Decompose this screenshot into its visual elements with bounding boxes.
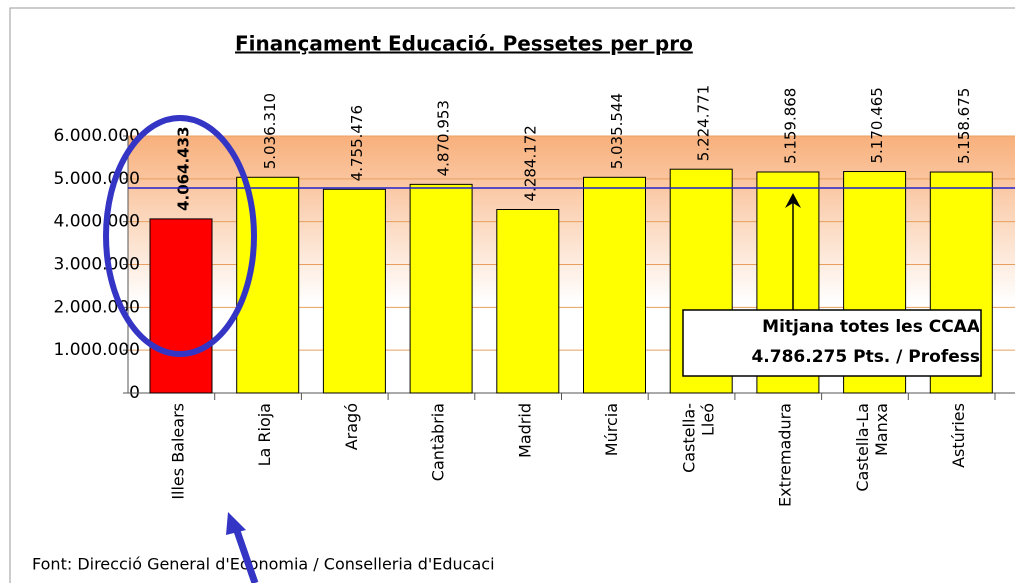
value-label: 5.158.675 bbox=[955, 88, 973, 164]
y-tick-label: 6.000.000 bbox=[53, 126, 140, 146]
value-label: 5.035.544 bbox=[608, 93, 626, 169]
value-label: 5.036.310 bbox=[261, 93, 279, 169]
x-tick-label: Illes Balears bbox=[169, 403, 188, 500]
y-tick-label: 1.000.000 bbox=[53, 340, 140, 360]
bar bbox=[149, 218, 213, 394]
highlight-arrow-head bbox=[226, 512, 246, 535]
annotation-box bbox=[682, 309, 982, 377]
x-tick-label: Castella-Lleó bbox=[679, 403, 717, 473]
chart-title: Finançament Educació. Pessetes per pro bbox=[235, 32, 693, 56]
highlight-arrow bbox=[232, 526, 259, 583]
x-tick-label: Astúries bbox=[949, 403, 968, 468]
value-label: 5.224.771 bbox=[695, 85, 713, 161]
bar bbox=[583, 176, 646, 394]
value-label: 5.159.868 bbox=[781, 88, 799, 164]
bar bbox=[322, 188, 386, 394]
footnote: Font: Direcció General d'Economia / Cons… bbox=[32, 555, 495, 574]
bar bbox=[409, 183, 473, 394]
x-tick-label: Extremadura bbox=[775, 403, 794, 507]
value-label: 4.755.476 bbox=[348, 105, 366, 181]
bar bbox=[496, 208, 560, 394]
x-tick-label: Castella-LaManxa bbox=[853, 403, 891, 492]
x-tick-label: Múrcia bbox=[602, 403, 621, 456]
value-label: 4.870.953 bbox=[435, 100, 453, 176]
value-labels: 4.064.433 5.036.310 4.755.476 4.870.953 4.28… bbox=[175, 85, 973, 211]
y-tick-label: 5.000.000 bbox=[53, 169, 140, 189]
highlight-ellipse bbox=[103, 115, 257, 357]
value-label: 5.170.465 bbox=[868, 87, 886, 163]
y-tick-label: 3.000.000 bbox=[53, 255, 140, 275]
annotation: 4.786.275 Pts. / Profess bbox=[751, 347, 980, 367]
arrow-head bbox=[785, 192, 801, 208]
x-tick-label: Madrid bbox=[515, 403, 534, 458]
x-tick-label: Cantàbria bbox=[429, 403, 448, 481]
x-tick-label: La Rioja bbox=[255, 403, 274, 466]
y-tick-label: 4.000.000 bbox=[53, 212, 140, 232]
x-tick-label: Aragó bbox=[342, 403, 361, 450]
annotation: Mitjana totes les CCAA bbox=[762, 317, 981, 337]
value-label: 4.064.433 bbox=[175, 126, 193, 210]
value-label: 4.284.172 bbox=[521, 125, 539, 201]
